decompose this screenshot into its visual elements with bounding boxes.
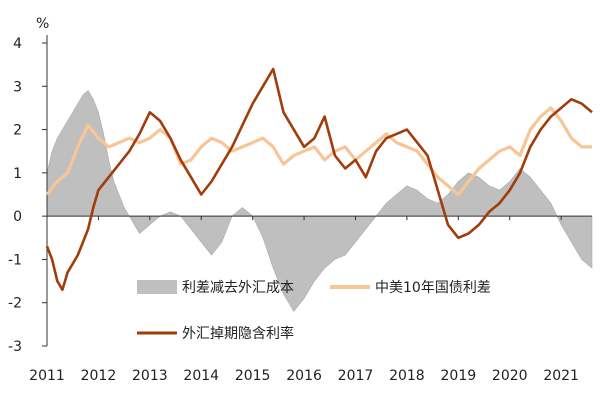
y-unit-label: % [36,16,49,32]
y-tick-label: 2 [13,123,22,139]
y-tick-label: -1 [8,252,22,268]
x-tick-label: 2018 [389,368,425,384]
y-tick-label: -2 [8,296,22,312]
axes-layer: 4 3 2 1 0 -1 -2 -3 2011 2012 2013 2014 2015 2016 2017 2… [8,35,592,384]
x-tick-label: 2016 [286,368,322,384]
x-tick-label: 2012 [81,368,117,384]
x-tick-label: 2014 [183,368,219,384]
line-series-layer [45,67,593,292]
x-tick-label: 2015 [235,368,271,384]
x-tick-label: 2011 [29,368,65,384]
legend-label: 中美10年国债利差 [375,280,491,296]
x-tick-label: 2019 [441,368,477,384]
legend-label: 利差减去外汇成本 [182,280,294,296]
y-tick-label: -3 [8,339,22,355]
x-tick-label: 2013 [132,368,168,384]
y-tick-label: 0 [13,209,22,225]
y-tick-label: 4 [13,36,22,52]
series-line-1 [45,106,592,197]
area-series-layer [46,90,593,312]
x-tick-label: 2021 [543,368,579,384]
y-tick-label: 3 [13,79,22,95]
x-tick-label: 2017 [338,368,374,384]
series-area-0 [46,90,593,312]
y-tick-label: 1 [13,166,22,182]
legend-label: 外汇掉期隐含利率 [182,325,294,342]
legend-swatch-area [137,280,177,294]
series-line-2 [45,67,593,292]
x-tick-label: 2020 [492,368,528,384]
